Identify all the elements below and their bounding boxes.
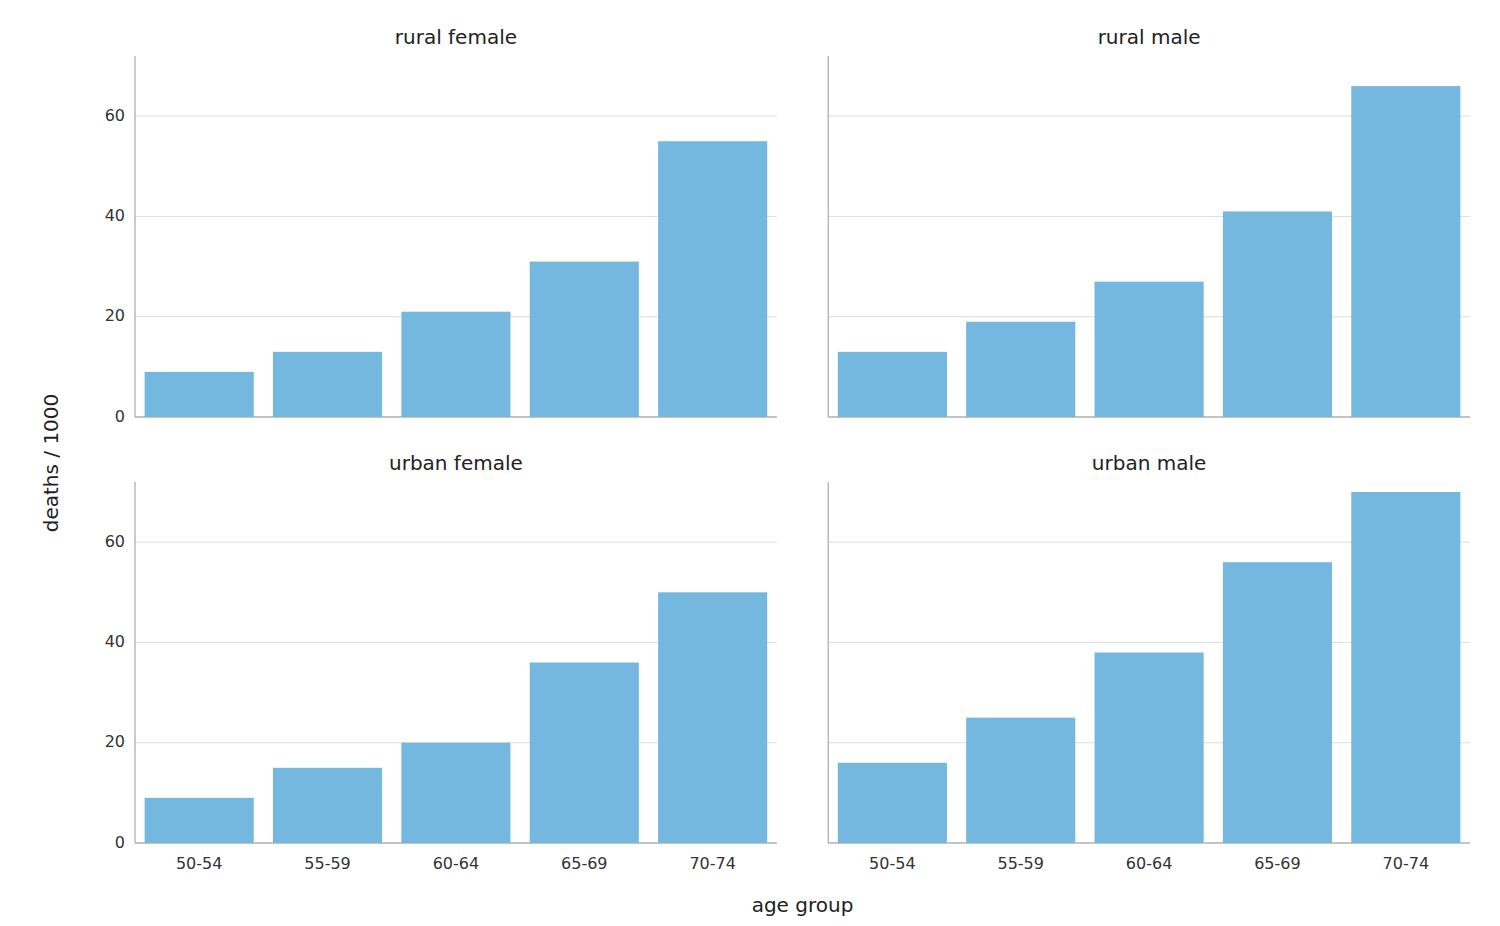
bar — [273, 352, 382, 417]
x-tick-label: 65-69 — [1254, 854, 1301, 873]
bar — [1351, 492, 1460, 843]
bar — [145, 372, 254, 417]
y-tick-label: 60 — [105, 106, 125, 125]
panel: 0 20 40 60 50-54 55-59 60-64 65-69 70-74 urban fe… — [105, 451, 777, 873]
panel-title: urban male — [1092, 451, 1206, 475]
x-tick-label: 50-54 — [176, 854, 223, 873]
grid-line — [135, 116, 777, 117]
y-axis-label: deaths / 1000 — [39, 394, 63, 533]
y-tick-label: 40 — [105, 206, 125, 225]
bar — [530, 662, 639, 843]
x-tick-label: 55-59 — [304, 854, 351, 873]
bar — [401, 743, 510, 843]
chart: 0 20 40 60 rural female rural male 0 20 40 60 50-5… — [0, 0, 1500, 926]
y-axis-line — [828, 56, 829, 417]
bars — [838, 492, 1461, 843]
bar — [838, 763, 947, 843]
bar — [966, 718, 1075, 843]
bar — [1095, 652, 1204, 843]
panel: 50-54 55-59 60-64 65-69 70-74 urban male — [828, 451, 1470, 873]
bar — [1223, 562, 1332, 843]
bar — [658, 141, 767, 417]
bar — [145, 798, 254, 843]
y-tick-label: 0 — [115, 407, 125, 426]
y-tick-label: 60 — [105, 532, 125, 551]
bar — [838, 352, 947, 417]
x-tick-label: 50-54 — [869, 854, 916, 873]
panel: rural male — [828, 25, 1470, 417]
x-tick-label: 65-69 — [561, 854, 608, 873]
panel-title: rural male — [1098, 25, 1201, 49]
y-tick-label: 0 — [115, 833, 125, 852]
x-tick-label: 55-59 — [997, 854, 1044, 873]
bar — [530, 262, 639, 417]
bar — [273, 768, 382, 843]
bar — [401, 312, 510, 417]
panel-title: urban female — [389, 451, 523, 475]
bar — [658, 592, 767, 843]
x-axis-label: age group — [752, 893, 854, 917]
bars — [145, 141, 768, 417]
bar — [1223, 211, 1332, 417]
panel: 0 20 40 60 rural female — [105, 25, 777, 426]
x-tick-label: 70-74 — [1383, 854, 1430, 873]
y-tick-label: 20 — [105, 732, 125, 751]
x-tick-label: 60-64 — [1126, 854, 1173, 873]
y-axis-line — [135, 482, 136, 843]
x-tick-label: 70-74 — [689, 854, 736, 873]
bar — [1351, 86, 1460, 417]
y-tick-label: 20 — [105, 306, 125, 325]
y-axis-line — [828, 482, 829, 843]
bars — [838, 86, 1461, 417]
panel-title: rural female — [395, 25, 517, 49]
bars — [145, 592, 768, 843]
y-axis-line — [135, 56, 136, 417]
bar — [966, 322, 1075, 417]
x-tick-label: 60-64 — [433, 854, 480, 873]
grid-line — [135, 542, 777, 543]
bar — [1095, 282, 1204, 417]
y-tick-label: 40 — [105, 632, 125, 651]
